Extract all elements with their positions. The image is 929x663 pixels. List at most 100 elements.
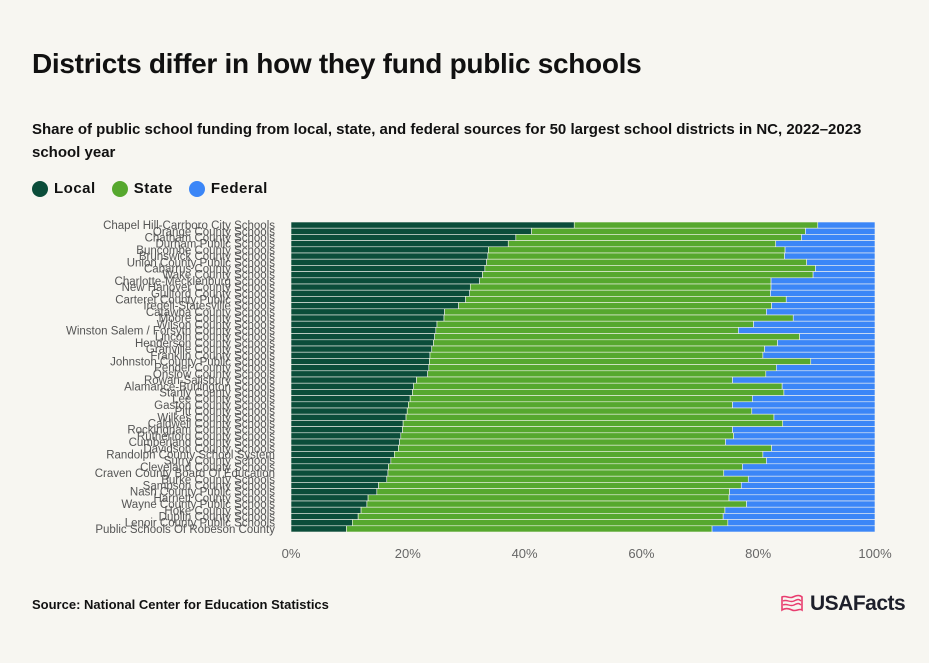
legend-item-local: Local <box>32 180 96 197</box>
bar-segment-state <box>486 258 807 266</box>
bar-segment-local <box>290 308 445 316</box>
bar-segment-state <box>484 265 816 272</box>
bar-segment-local <box>290 296 466 303</box>
bar-segment-federal <box>801 234 876 241</box>
bar-segment-state <box>366 500 747 508</box>
x-tick-label: 0% <box>282 546 301 561</box>
category-label: Iredell-Statesville Schools <box>143 301 275 313</box>
bar-segment-state <box>352 519 729 527</box>
bar-segment-state <box>388 463 743 471</box>
category-label: Union County Public Schools <box>127 257 276 269</box>
category-label: Durham Public Schools <box>155 239 275 251</box>
x-tick-label: 60% <box>628 546 654 561</box>
bar-segment-local <box>290 283 471 291</box>
category-label: Henderson County Schools <box>135 338 275 350</box>
category-label: Public Schools Of Robeson County <box>95 524 275 536</box>
bar-segment-state <box>515 234 802 241</box>
legend-label-state: State <box>133 180 173 197</box>
bar-segment-local <box>290 444 399 452</box>
bar-segment-local <box>290 488 378 496</box>
bar-segment-state <box>434 333 800 341</box>
bar-segment-federal <box>805 227 876 235</box>
bar-segment-state <box>433 339 778 347</box>
bar-segment-federal <box>771 444 876 452</box>
bar-segment-federal <box>784 252 876 260</box>
bar-segment-local <box>290 407 408 415</box>
category-label: New Hanover County Schools <box>122 282 276 294</box>
bar-segment-federal <box>752 395 876 403</box>
bar-segment-local <box>290 227 532 235</box>
bar-segment-state <box>487 252 785 260</box>
bar-segment-federal <box>776 364 876 372</box>
bar-segment-state <box>394 451 764 458</box>
category-label: Orange County Schools <box>153 226 275 238</box>
bar-segment-local <box>290 327 437 334</box>
x-tick-label: 100% <box>858 546 892 561</box>
bar-segment-state <box>573 221 819 229</box>
bar-segment-local <box>290 252 489 260</box>
category-label: Onslow County Schools <box>153 369 275 381</box>
bar-segment-state <box>367 494 730 502</box>
bar-segment-state <box>357 513 724 520</box>
bar-segment-state <box>416 376 733 384</box>
bar-segment-federal <box>722 513 876 520</box>
category-label: Wake County Schools <box>162 270 275 282</box>
bar-segment-federal <box>782 420 876 427</box>
bar-segment-federal <box>746 500 876 508</box>
bar-segment-federal <box>806 258 876 266</box>
category-label: Franklin County Schools <box>150 350 275 362</box>
legend-swatch-state <box>111 180 128 197</box>
bar-segment-federal <box>771 302 876 310</box>
bar-segment-state <box>444 308 767 316</box>
bar-segment-local <box>290 389 413 396</box>
source-note: Source: National Center for Education St… <box>32 597 329 612</box>
bar-segment-state <box>427 370 767 378</box>
legend-swatch-local <box>32 180 48 197</box>
category-label: Carteret County Public Schools <box>115 295 275 307</box>
chart-subtitle: Share of public school funding from loca… <box>32 121 862 161</box>
bar-segment-state <box>386 475 749 483</box>
bar-segment-local <box>290 438 400 446</box>
category-label: Surry County Schools <box>164 456 275 468</box>
bar-segment-federal <box>770 283 876 291</box>
category-label: Alamance-Burlington Schools <box>124 381 275 393</box>
bar-segment-state <box>406 407 753 415</box>
category-label: Buncombe County Schools <box>136 245 275 257</box>
bar-segment-local <box>290 432 402 440</box>
bar-segment-federal <box>817 221 876 229</box>
category-label: Wayne County Public Schools <box>121 499 275 511</box>
bar-segment-federal <box>762 351 876 359</box>
legend-swatch-federal <box>188 180 205 197</box>
bar-segment-federal <box>784 246 876 254</box>
bar-segment-state <box>482 271 814 279</box>
bar-segment-federal <box>751 407 876 415</box>
category-label: Lincoln County Schools <box>155 332 275 344</box>
bar-segment-state <box>376 488 730 496</box>
bar-segment-local <box>290 395 411 403</box>
category-label: Nash County Public Schools <box>130 487 275 499</box>
category-label: Rowan-Salisbury Schools <box>144 375 275 387</box>
bar-segment-local <box>290 401 409 409</box>
bar-segment-local <box>290 258 487 266</box>
bar-segment-local <box>290 376 417 384</box>
bar-segment-local <box>290 482 379 489</box>
bar-segment-federal <box>728 494 876 502</box>
category-label: Catawba County Schools <box>146 307 275 319</box>
category-label: Davidson County Schools <box>143 443 275 455</box>
bar-segment-federal <box>766 457 876 465</box>
bar-segment-federal <box>724 506 876 514</box>
category-label: Winston Salem / Forsyth County Schools <box>66 326 275 338</box>
category-label: Rutherford County Schools <box>137 431 275 443</box>
bar-segment-local <box>290 246 489 254</box>
page-title: Districts differ in how they fund public… <box>32 48 642 79</box>
x-tick-label: 40% <box>512 546 538 561</box>
bar-segment-federal <box>770 289 876 297</box>
bar-segment-local <box>290 277 480 285</box>
bar-segment-state <box>413 382 783 390</box>
category-label: Moore County Schools <box>159 313 276 325</box>
bar-segment-local <box>290 351 431 359</box>
bar-segment-state <box>390 457 767 465</box>
bar-segment-state <box>443 314 794 322</box>
bar-segment-federal <box>766 308 876 316</box>
bar-segment-local <box>290 333 435 341</box>
